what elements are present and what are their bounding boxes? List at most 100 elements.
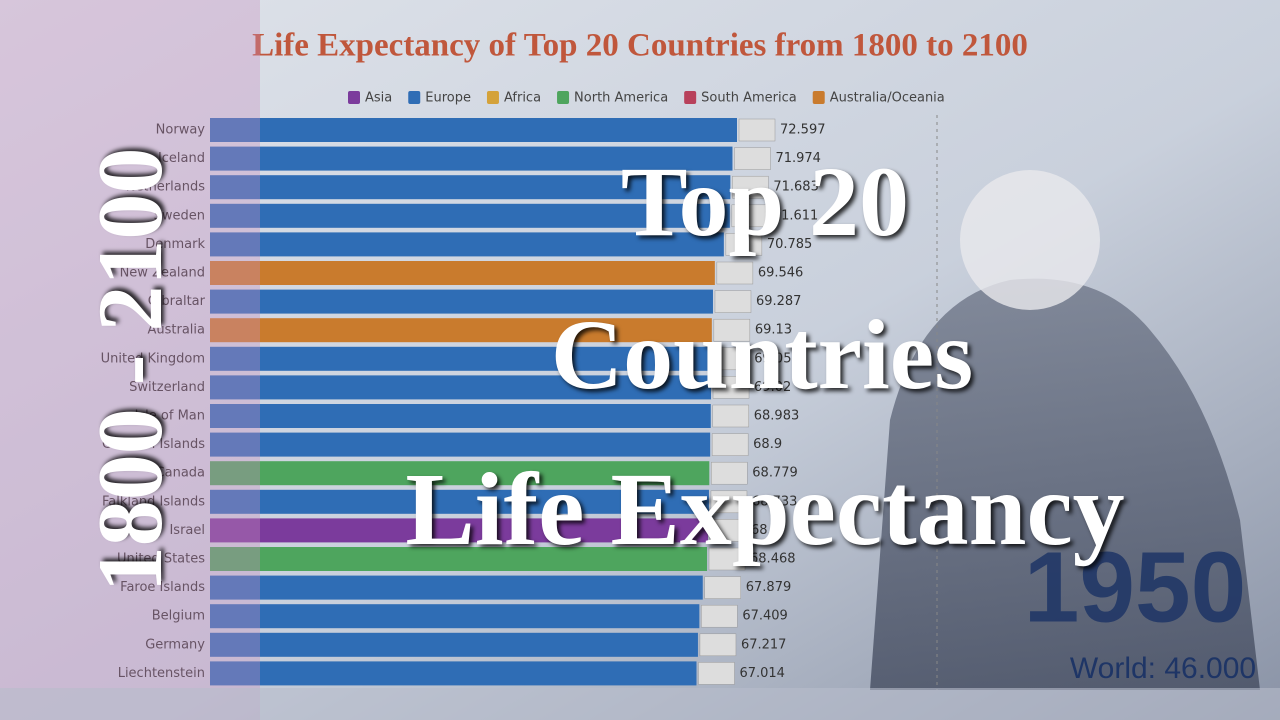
flag	[714, 290, 752, 313]
bar	[210, 489, 709, 514]
bar	[210, 346, 712, 371]
chart-title: Life Expectancy of Top 20 Countries from…	[252, 28, 1028, 64]
y-tick-label: United Kingdom	[101, 351, 205, 366]
y-tick-label: Australia	[147, 323, 205, 338]
bar	[210, 661, 697, 686]
flag	[711, 433, 749, 456]
bar	[210, 404, 711, 428]
year-label: 1950	[1024, 531, 1246, 643]
flag	[711, 461, 748, 485]
bar	[210, 118, 737, 142]
bar	[210, 375, 712, 400]
value-label: 68.6	[751, 523, 780, 538]
bar	[210, 632, 698, 657]
value-label: 68.779	[752, 466, 798, 481]
bar	[210, 547, 708, 571]
headline: Life Expectancy	[405, 452, 1124, 567]
headline: Countries	[551, 299, 973, 410]
flag	[738, 118, 776, 142]
legend-label: North America	[574, 91, 668, 106]
legend-label: Australia/Oceania	[830, 91, 945, 106]
legend-label: Africa	[504, 91, 541, 106]
flag	[713, 347, 750, 371]
flag	[713, 318, 751, 342]
bar	[210, 232, 724, 257]
flag	[712, 376, 750, 399]
flag	[710, 490, 748, 514]
flag	[716, 261, 754, 285]
legend-swatch	[408, 91, 421, 104]
bar	[210, 203, 730, 228]
legend-swatch	[684, 91, 697, 104]
bars: Norway 72.597 Iceland 71.974 Netherlands 71.6…	[101, 118, 826, 686]
value-label: 67.014	[739, 666, 785, 681]
legend: Asia Europe Africa North America South Ameri…	[348, 91, 945, 106]
flag	[708, 547, 746, 571]
legend-label: South America	[701, 91, 797, 106]
y-tick-label: Netherlands	[126, 180, 205, 195]
value-label: 71.683	[773, 180, 819, 195]
flag	[731, 204, 769, 228]
bottom-band	[0, 688, 1280, 720]
legend-swatch	[812, 91, 825, 104]
y-tick-label: New Zealand	[120, 266, 205, 281]
value-label: 69.546	[758, 266, 804, 281]
y-tick-label: Switzerland	[129, 380, 205, 395]
value-label: 71.611	[773, 208, 819, 223]
y-tick-label: Iceland	[158, 151, 205, 166]
flag	[701, 604, 738, 628]
value-label: 69.02	[754, 380, 791, 395]
value-label: 67.879	[746, 580, 792, 595]
y-tick-label: Norway	[156, 123, 206, 138]
bar	[210, 575, 703, 600]
y-tick-label: United States	[117, 552, 205, 567]
year-range: 1800 - 2100	[79, 148, 181, 593]
flag	[709, 519, 747, 542]
y-tick-label: Faroe Islands	[120, 580, 205, 595]
value-label: 69.05	[754, 351, 791, 366]
y-tick-label: Channel Islands	[102, 437, 205, 452]
value-label: 69.287	[756, 294, 802, 309]
value-label: 68.9	[753, 437, 782, 452]
flag	[725, 233, 763, 256]
value-label: 68.733	[752, 494, 798, 509]
flag	[698, 662, 735, 685]
photo-head	[960, 170, 1100, 310]
y-tick-label: Liechtenstein	[118, 666, 205, 681]
value-label: 70.785	[767, 237, 813, 252]
value-label: 68.983	[754, 409, 800, 424]
bar	[210, 261, 715, 285]
bar	[210, 604, 700, 629]
y-tick-label: Gibraltar	[148, 294, 206, 309]
flag	[699, 633, 737, 657]
value-label: 71.974	[775, 151, 821, 166]
headline: Top 20	[621, 146, 909, 257]
side-panel	[0, 0, 260, 720]
bar	[210, 432, 711, 457]
y-tick-label: Denmark	[145, 237, 205, 252]
value-label: 68.468	[750, 552, 796, 567]
bar	[210, 518, 708, 543]
legend-swatch	[486, 91, 499, 104]
bar	[210, 318, 712, 343]
y-tick-label: Isle of Man	[135, 409, 205, 424]
y-tick-label: Israel	[169, 523, 205, 538]
value-label: 69.13	[755, 323, 792, 338]
y-tick-label: Belgium	[152, 609, 205, 624]
legend-swatch	[557, 91, 570, 104]
value-label: 72.597	[780, 123, 826, 138]
legend-label: Asia	[365, 91, 392, 106]
legend-label: Europe	[425, 91, 471, 106]
y-tick-label: Sweden	[154, 208, 205, 223]
flag	[732, 175, 769, 199]
flag	[734, 147, 771, 170]
bar	[210, 289, 713, 314]
bar	[210, 175, 731, 200]
flag	[704, 576, 742, 599]
value-label: 67.409	[742, 609, 788, 624]
y-tick-label: Falkland Islands	[102, 494, 205, 509]
legend-swatch	[348, 91, 360, 104]
y-tick-label: Canada	[156, 466, 205, 481]
y-tick-label: Germany	[145, 637, 205, 652]
